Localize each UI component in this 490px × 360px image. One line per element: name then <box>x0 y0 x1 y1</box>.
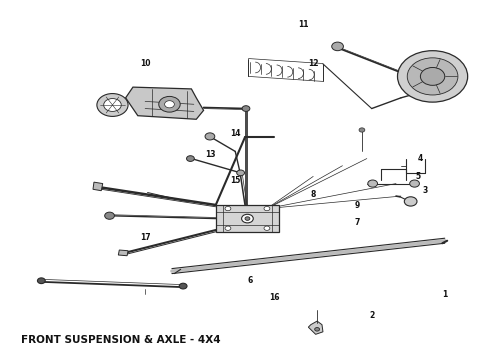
Text: 7: 7 <box>354 219 360 228</box>
Circle shape <box>404 197 417 206</box>
Circle shape <box>264 226 270 230</box>
Circle shape <box>37 278 45 284</box>
Circle shape <box>332 42 343 51</box>
Text: 15: 15 <box>230 176 241 185</box>
Circle shape <box>165 101 174 108</box>
Text: 4: 4 <box>418 154 423 163</box>
Text: 5: 5 <box>416 172 420 181</box>
Text: 1: 1 <box>442 290 447 299</box>
Text: 8: 8 <box>311 190 316 199</box>
Circle shape <box>315 328 319 331</box>
Text: 12: 12 <box>308 59 319 68</box>
Circle shape <box>397 51 467 102</box>
Circle shape <box>97 94 128 116</box>
Circle shape <box>104 99 121 111</box>
Text: 2: 2 <box>369 311 374 320</box>
Circle shape <box>242 214 253 223</box>
Circle shape <box>368 180 377 187</box>
Circle shape <box>225 206 231 211</box>
Text: 13: 13 <box>206 150 216 159</box>
Text: FRONT SUSPENSION & AXLE - 4X4: FRONT SUSPENSION & AXLE - 4X4 <box>21 335 220 345</box>
Circle shape <box>407 58 458 95</box>
Circle shape <box>245 217 250 220</box>
Text: 14: 14 <box>230 129 241 138</box>
Polygon shape <box>125 87 203 119</box>
Circle shape <box>105 212 115 219</box>
Text: 16: 16 <box>269 293 279 302</box>
Circle shape <box>420 67 445 85</box>
Circle shape <box>359 128 365 132</box>
Text: 6: 6 <box>247 275 252 284</box>
Text: 17: 17 <box>140 233 150 242</box>
Circle shape <box>225 226 231 230</box>
Text: 11: 11 <box>298 20 309 29</box>
Polygon shape <box>308 321 323 334</box>
Polygon shape <box>216 205 279 232</box>
Polygon shape <box>118 250 128 256</box>
Circle shape <box>205 133 215 140</box>
Circle shape <box>237 170 245 176</box>
Circle shape <box>410 180 419 187</box>
Text: 9: 9 <box>354 201 360 210</box>
Circle shape <box>159 96 180 112</box>
Circle shape <box>179 283 187 289</box>
Polygon shape <box>93 182 103 191</box>
Text: 10: 10 <box>140 59 150 68</box>
Text: 3: 3 <box>423 186 428 195</box>
Circle shape <box>187 156 195 161</box>
Circle shape <box>264 206 270 211</box>
Circle shape <box>242 106 250 111</box>
